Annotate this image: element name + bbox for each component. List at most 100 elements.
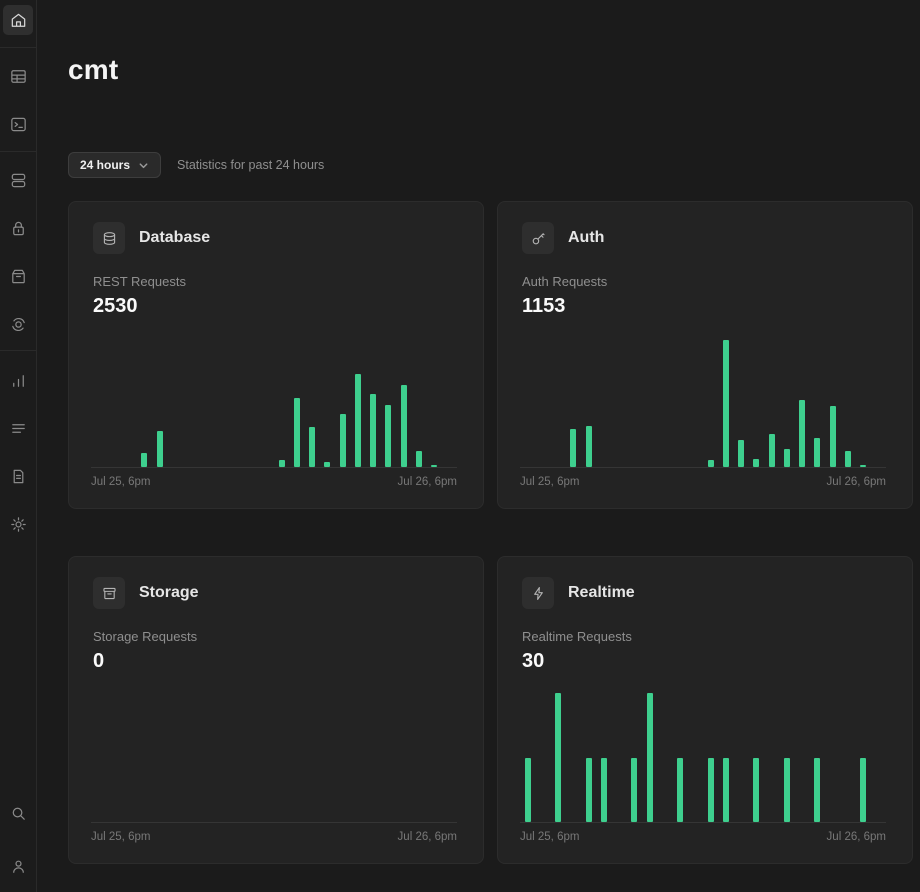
file-icon [13, 469, 23, 483]
bar-chart-icon [12, 374, 24, 387]
chart-bar [156, 431, 163, 467]
sidebar-item-auth[interactable] [5, 215, 31, 241]
chart-bar [354, 374, 361, 467]
metric-label: Realtime Requests [522, 629, 632, 644]
x-label-end: Jul 26, 6pm [826, 831, 886, 843]
chart-baseline [91, 822, 457, 823]
chart-x-labels: Jul 25, 6pm Jul 26, 6pm [520, 831, 886, 843]
database-card: Database REST Requests 2530 Jul 25, 6pm … [68, 201, 484, 509]
sidebar-item-sql-editor[interactable] [5, 111, 31, 137]
chart-bar [753, 459, 760, 467]
sidebar-item-database[interactable] [5, 167, 31, 193]
chart-bars-area [91, 692, 457, 822]
chart-baseline [91, 467, 457, 468]
chart-bar [646, 693, 653, 822]
sidebar-item-reports[interactable] [5, 367, 31, 393]
chart-x-labels: Jul 25, 6pm Jul 26, 6pm [91, 476, 457, 488]
auth-chart: Jul 25, 6pm Jul 26, 6pm [520, 337, 886, 488]
time-range-label: 24 hours [80, 158, 131, 172]
gear-icon [10, 516, 26, 532]
auth-card: Auth Auth Requests 1153 Jul 25, 6pm Jul … [497, 201, 913, 509]
key-icon [532, 232, 545, 244]
chevron-down-icon [139, 162, 148, 168]
chart-bar [722, 758, 729, 822]
x-label-end: Jul 26, 6pm [397, 476, 457, 488]
card-icon-box [522, 222, 554, 254]
metric-value: 1153 [522, 295, 566, 317]
chart-bar [814, 758, 821, 822]
metric-value: 2530 [93, 295, 138, 317]
card-icon-box [93, 222, 125, 254]
chart-bar [141, 453, 148, 467]
x-label-start: Jul 25, 6pm [520, 476, 580, 488]
card-title: Storage [139, 584, 199, 601]
lightning-icon [533, 586, 543, 600]
x-label-end: Jul 26, 6pm [397, 831, 457, 843]
chart-bar [293, 398, 300, 467]
chart-bar [309, 427, 316, 467]
x-label-end: Jul 26, 6pm [826, 476, 886, 488]
card-header: Database [93, 222, 459, 254]
sidebar-item-table-editor[interactable] [5, 63, 31, 89]
database-icon [11, 173, 25, 187]
sidebar-item-api-docs[interactable] [5, 463, 31, 489]
sidebar-item-account[interactable] [5, 853, 31, 879]
card-icon-box [522, 577, 554, 609]
search-icon [12, 807, 25, 820]
sidebar-item-search[interactable] [5, 800, 31, 826]
stat-cards-grid: Database REST Requests 2530 Jul 25, 6pm … [68, 201, 913, 864]
realtime-card: Realtime Realtime Requests 30 Jul 25, 6p… [497, 556, 913, 864]
metric-label: Auth Requests [522, 274, 608, 289]
chart-baseline [520, 467, 886, 468]
table-icon [10, 69, 26, 83]
chart-bar [677, 758, 684, 822]
chart-bar [722, 340, 729, 467]
sidebar-divider [0, 350, 37, 351]
metric-value: 30 [522, 650, 545, 672]
chart-bars-area [520, 337, 886, 467]
chart-bar [707, 460, 714, 467]
chart-bar [753, 758, 760, 822]
chart-bar [585, 758, 592, 822]
user-icon [12, 860, 24, 873]
chart-bar [860, 758, 867, 822]
card-header: Storage [93, 577, 459, 609]
archive-icon [102, 587, 116, 599]
chart-bar [339, 414, 346, 467]
database-icon [103, 231, 115, 245]
sidebar-divider [0, 47, 37, 48]
x-label-start: Jul 25, 6pm [91, 476, 151, 488]
main-content: cmt 24 hours Statistics for past 24 hour… [37, 0, 920, 892]
card-header: Auth [522, 222, 888, 254]
archive-icon [11, 269, 25, 283]
time-range-dropdown[interactable]: 24 hours [68, 152, 162, 178]
sidebar-item-logs[interactable] [5, 415, 31, 441]
chart-bar [400, 385, 407, 467]
chart-bar [431, 465, 438, 467]
chart-bar [860, 465, 867, 467]
chart-bar [738, 440, 745, 467]
chart-bar [570, 429, 577, 467]
chart-bar [829, 406, 836, 467]
chart-bar [600, 758, 607, 822]
chart-bar [844, 451, 851, 467]
chart-bar [783, 758, 790, 822]
sidebar-item-settings[interactable] [5, 511, 31, 537]
card-title: Auth [568, 229, 605, 246]
chart-bar [783, 449, 790, 467]
project-title: cmt [68, 54, 119, 85]
storage-chart: Jul 25, 6pm Jul 26, 6pm [91, 692, 457, 843]
sidebar-item-realtime[interactable] [5, 311, 31, 337]
sidebar-item-storage[interactable] [5, 263, 31, 289]
card-icon-box [93, 577, 125, 609]
x-label-start: Jul 25, 6pm [91, 831, 151, 843]
chart-bar [415, 451, 422, 467]
terminal-icon [10, 117, 26, 131]
sidebar-item-home[interactable] [3, 5, 33, 35]
chart-bar [524, 758, 531, 822]
chart-bars-area [91, 337, 457, 467]
chart-bar [324, 462, 331, 467]
storage-card: Storage Storage Requests 0 Jul 25, 6pm J… [68, 556, 484, 864]
card-header: Realtime [522, 577, 888, 609]
